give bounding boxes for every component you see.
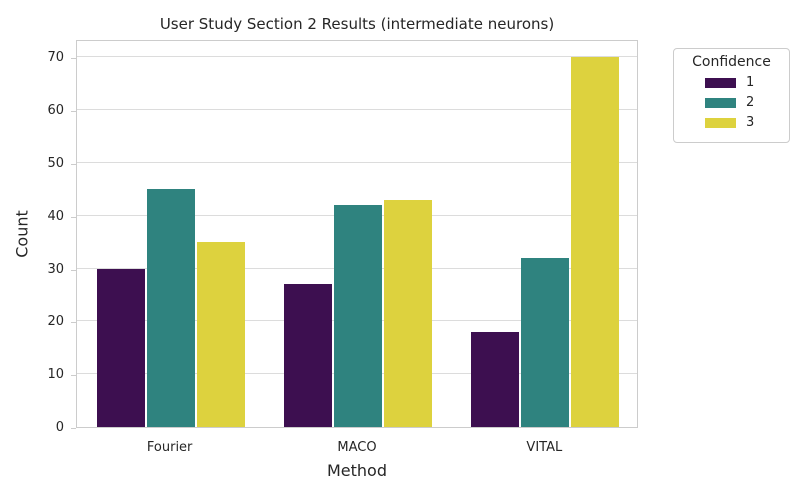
legend-title: Confidence	[692, 54, 771, 70]
plot-area	[76, 40, 638, 428]
y-tick-mark-30	[71, 269, 76, 271]
y-tick-mark-0	[71, 428, 76, 429]
legend-label-3: 3	[746, 115, 755, 130]
legend-label-1: 1	[746, 75, 755, 90]
gridline-y-50	[77, 162, 637, 164]
y-tick-label-50: 50	[47, 156, 64, 172]
bar-maco-confidence-2	[334, 205, 382, 427]
bar-vital-confidence-3	[571, 57, 620, 427]
y-tick-mark-20	[71, 322, 76, 324]
bar-vital-confidence-1	[471, 331, 520, 427]
y-tick-mark-10	[71, 375, 76, 377]
gridline-y-70	[77, 56, 637, 58]
bar-vital-confidence-2	[521, 258, 570, 427]
y-tick-mark-50	[71, 164, 76, 166]
legend: Confidence 1 2 3	[673, 48, 790, 143]
y-tick-label-60: 60	[47, 103, 64, 119]
legend-swatch-2	[705, 97, 736, 108]
y-tick-label-0: 0	[55, 420, 64, 435]
y-tick-mark-60	[71, 111, 76, 113]
legend-swatch-3	[705, 117, 736, 128]
y-tick-mark-70	[71, 58, 76, 60]
legend-item-1: 1	[680, 75, 783, 90]
bar-fourier-confidence-3	[196, 242, 245, 427]
y-tick-label-70: 70	[47, 50, 64, 66]
legend-item-3: 3	[680, 115, 783, 130]
y-tick-label-10: 10	[47, 367, 64, 383]
x-tick-label-fourier: Fourier	[146, 440, 193, 455]
x-axis-label: Method	[326, 461, 387, 480]
legend-item-2: 2	[680, 95, 783, 110]
y-tick-mark-40	[71, 216, 76, 218]
y-tick-label-30: 30	[47, 261, 64, 277]
y-tick-label-40: 40	[47, 208, 64, 224]
legend-swatch-1	[705, 77, 736, 88]
bar-maco-confidence-3	[384, 200, 432, 427]
legend-items: 1 2 3	[680, 75, 783, 130]
gridline-y-60	[77, 109, 637, 111]
chart-title: User Study Section 2 Results (intermedia…	[159, 15, 555, 33]
bar-maco-confidence-1	[284, 284, 332, 427]
legend-label-2: 2	[746, 95, 755, 110]
x-tick-label-maco: MACO	[337, 440, 377, 455]
bar-fourier-confidence-1	[96, 268, 145, 427]
y-tick-label-20: 20	[47, 314, 64, 330]
x-tick-label-vital: VITAL	[526, 440, 563, 455]
bar-fourier-confidence-2	[146, 189, 195, 427]
